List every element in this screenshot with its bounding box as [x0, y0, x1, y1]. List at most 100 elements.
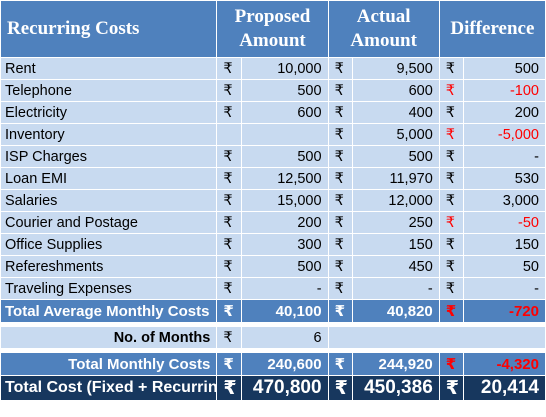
- rupee-symbol: ₹: [327, 211, 353, 234]
- months-value: 6: [240, 326, 329, 349]
- rupee-symbol: ₹: [438, 189, 465, 212]
- grand-total-proposed: 470,800: [240, 375, 329, 401]
- table-row: Salaries ₹15,000 ₹12,000 ₹3,000: [0, 189, 546, 212]
- difference-value: -50: [463, 211, 546, 234]
- difference-value: 150: [463, 233, 546, 256]
- rupee-symbol: ₹: [216, 189, 242, 212]
- table-row: Loan EMI ₹12,500 ₹11,970 ₹530: [0, 167, 546, 190]
- actual-value: 9,500: [351, 57, 440, 80]
- monthly-total-label: Total Monthly Costs: [0, 352, 218, 376]
- rupee-symbol: ₹: [327, 233, 353, 256]
- recurring-costs-table: Recurring Costs Proposed Amount Actual Amo…: [0, 0, 546, 401]
- avg-total-proposed: 40,100: [240, 299, 329, 323]
- rupee-symbol: ₹: [327, 375, 353, 401]
- rupee-symbol: ₹: [216, 352, 242, 376]
- row-label: Loan EMI: [0, 167, 218, 190]
- difference-value: -: [463, 277, 546, 300]
- months-row: No. of Months ₹6: [0, 326, 546, 349]
- rupee-symbol: ₹: [216, 233, 242, 256]
- difference-header: Difference: [438, 0, 546, 58]
- rupee-symbol: ₹: [216, 375, 242, 401]
- grand-total-difference: 20,414: [463, 375, 546, 401]
- monthly-total-row: Total Monthly Costs ₹240,600 ₹244,920 ₹ -4,3…: [0, 352, 546, 376]
- grand-total-row: Total Cost (Fixed + Recurring) ₹470,800 ₹4…: [0, 375, 546, 401]
- difference-value: 3,000: [463, 189, 546, 212]
- rupee-symbol: ₹: [438, 123, 465, 146]
- monthly-total-difference: -4,320: [463, 352, 546, 376]
- rupee-symbol: [216, 123, 242, 146]
- table-title: Recurring Costs: [0, 0, 218, 58]
- spacer-row: [0, 322, 546, 327]
- proposed-amount-header: Proposed Amount: [216, 0, 329, 58]
- monthly-total-proposed: 240,600: [240, 352, 329, 376]
- difference-value: 50: [463, 255, 546, 278]
- rupee-symbol: ₹: [327, 57, 353, 80]
- spacer: [0, 322, 546, 327]
- row-label: Rent: [0, 57, 218, 80]
- monthly-total-actual: 244,920: [351, 352, 440, 376]
- rupee-symbol: ₹: [438, 352, 465, 376]
- rupee-symbol: ₹: [327, 255, 353, 278]
- table-row: Electricity ₹600 ₹400 ₹200: [0, 101, 546, 124]
- rupee-symbol: ₹: [438, 277, 465, 300]
- rupee-symbol: ₹: [438, 57, 465, 80]
- rupee-symbol: ₹: [327, 189, 353, 212]
- difference-value: -: [463, 145, 546, 168]
- rupee-symbol: ₹: [216, 79, 242, 102]
- actual-value: 400: [351, 101, 440, 124]
- rupee-symbol: ₹: [216, 211, 242, 234]
- avg-total-row: Total Average Monthly Costs ₹40,100 ₹40,82…: [0, 299, 546, 323]
- rupee-symbol: ₹: [438, 101, 465, 124]
- avg-total-difference: -720: [463, 299, 546, 323]
- table-row: Courier and Postage ₹200 ₹250 ₹ -50: [0, 211, 546, 234]
- rupee-symbol: ₹: [216, 277, 242, 300]
- actual-value: 250: [351, 211, 440, 234]
- proposed-value: 200: [240, 211, 329, 234]
- header-row: Recurring Costs Proposed Amount Actual Amo…: [0, 0, 546, 58]
- row-label: Salaries: [0, 189, 218, 212]
- rupee-symbol: ₹: [438, 233, 465, 256]
- rupee-symbol: ₹: [438, 79, 465, 102]
- avg-total-label: Total Average Monthly Costs: [0, 299, 218, 323]
- table-row: ISP Charges ₹500 ₹500 ₹ -: [0, 145, 546, 168]
- table-row: Telephone ₹500 ₹600 ₹ -100: [0, 79, 546, 102]
- spacer-row: [0, 348, 546, 353]
- rupee-symbol: ₹: [327, 79, 353, 102]
- actual-value: 5,000: [351, 123, 440, 146]
- table-row: Office Supplies ₹300 ₹150 ₹150: [0, 233, 546, 256]
- row-label: Telephone: [0, 79, 218, 102]
- months-label: No. of Months: [0, 326, 218, 349]
- empty-cell: [327, 326, 546, 349]
- rupee-symbol: ₹: [327, 145, 353, 168]
- rupee-symbol: ₹: [216, 57, 242, 80]
- difference-value: 500: [463, 57, 546, 80]
- row-label: Inventory: [0, 123, 218, 146]
- rupee-symbol: ₹: [216, 101, 242, 124]
- avg-total-actual: 40,820: [351, 299, 440, 323]
- proposed-value: 300: [240, 233, 329, 256]
- table-row: Traveling Expenses ₹ - ₹ - ₹ -: [0, 277, 546, 300]
- actual-amount-header: Actual Amount: [327, 0, 440, 58]
- table-row: Refereshments ₹500 ₹450 ₹50: [0, 255, 546, 278]
- proposed-value: [240, 123, 329, 146]
- difference-value: 530: [463, 167, 546, 190]
- actual-value: 150: [351, 233, 440, 256]
- rupee-symbol: ₹: [216, 299, 242, 323]
- actual-value: 11,970: [351, 167, 440, 190]
- rupee-symbol: ₹: [216, 167, 242, 190]
- grand-total-actual: 450,386: [351, 375, 440, 401]
- table-row: Rent ₹10,000 ₹9,500 ₹500: [0, 57, 546, 80]
- rupee-symbol: ₹: [216, 145, 242, 168]
- proposed-value: 15,000: [240, 189, 329, 212]
- rupee-symbol: ₹: [216, 255, 242, 278]
- rupee-symbol: ₹: [438, 375, 465, 401]
- proposed-value: 10,000: [240, 57, 329, 80]
- row-label: Courier and Postage: [0, 211, 218, 234]
- difference-value: -100: [463, 79, 546, 102]
- rupee-symbol: ₹: [438, 167, 465, 190]
- proposed-value: -: [240, 277, 329, 300]
- proposed-value: 500: [240, 145, 329, 168]
- rupee-symbol: ₹: [216, 326, 242, 349]
- rupee-symbol: ₹: [438, 255, 465, 278]
- proposed-value: 600: [240, 101, 329, 124]
